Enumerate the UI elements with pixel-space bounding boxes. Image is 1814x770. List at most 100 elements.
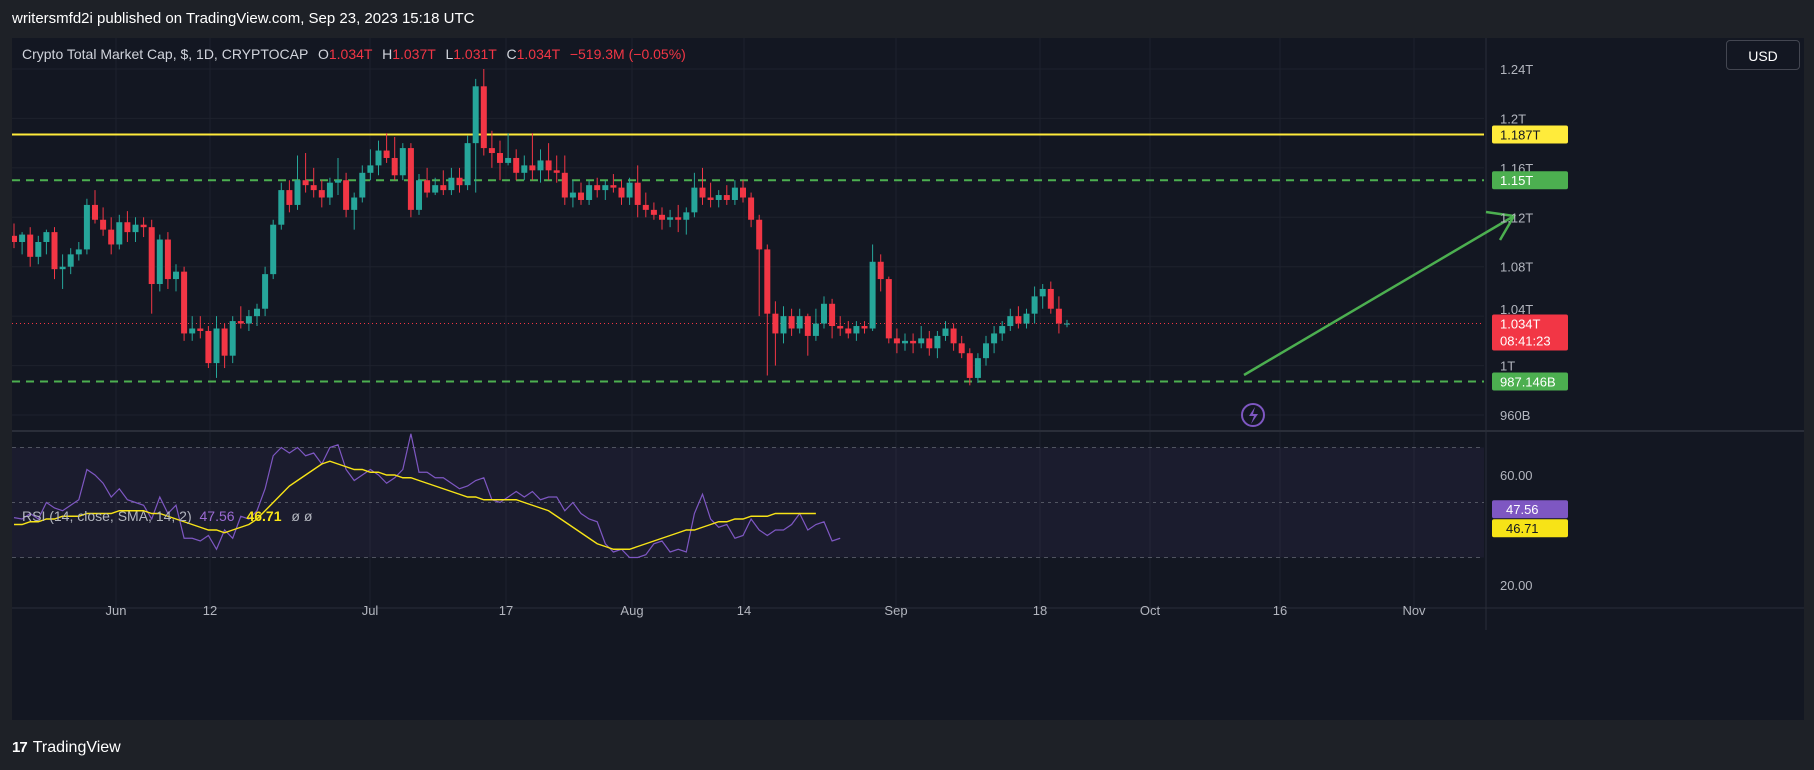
- candle-body[interactable]: [75, 249, 82, 255]
- candle-body[interactable]: [318, 190, 325, 198]
- candle-body[interactable]: [1007, 316, 1014, 327]
- candle-body[interactable]: [472, 86, 479, 144]
- candle-body[interactable]: [893, 338, 900, 344]
- candle-body[interactable]: [626, 182, 633, 198]
- candle-body[interactable]: [788, 316, 795, 329]
- candle-body[interactable]: [181, 271, 188, 334]
- candle-body[interactable]: [1047, 288, 1054, 309]
- candle-body[interactable]: [723, 195, 730, 200]
- candle-body[interactable]: [610, 185, 617, 188]
- candle-body[interactable]: [586, 185, 593, 200]
- candle-body[interactable]: [845, 328, 852, 334]
- candle-body[interactable]: [335, 180, 341, 183]
- candle-body[interactable]: [634, 182, 641, 205]
- currency-button[interactable]: USD: [1726, 40, 1800, 70]
- candle-body[interactable]: [83, 204, 90, 250]
- candle-body[interactable]: [213, 328, 220, 364]
- candle-body[interactable]: [748, 197, 755, 220]
- candle-body[interactable]: [999, 326, 1006, 334]
- candle-body[interactable]: [942, 328, 949, 336]
- candle-body[interactable]: [488, 148, 495, 154]
- candle-body[interactable]: [796, 316, 803, 329]
- candle-body[interactable]: [59, 266, 66, 270]
- candle-body[interactable]: [237, 321, 244, 324]
- candle-body[interactable]: [974, 358, 981, 378]
- candle-body[interactable]: [869, 261, 876, 329]
- candle-body[interactable]: [618, 187, 625, 198]
- candle-body[interactable]: [569, 192, 576, 198]
- candle-body[interactable]: [764, 249, 771, 314]
- candle-body[interactable]: [642, 204, 649, 210]
- candle-body[interactable]: [294, 180, 301, 205]
- candle-body[interactable]: [197, 328, 204, 331]
- candle-body[interactable]: [934, 335, 941, 349]
- candle-body[interactable]: [731, 187, 738, 200]
- candle-body[interactable]: [578, 192, 584, 200]
- forecast-arrow-line[interactable]: [1243, 214, 1515, 377]
- candle-body[interactable]: [448, 177, 455, 191]
- candle-body[interactable]: [35, 242, 42, 257]
- candle-body[interactable]: [853, 326, 860, 334]
- candle-body[interactable]: [1055, 308, 1062, 324]
- candle-body[interactable]: [861, 326, 868, 329]
- candle-body[interactable]: [521, 165, 528, 173]
- candle-body[interactable]: [326, 182, 333, 198]
- candle-body[interactable]: [505, 157, 512, 163]
- candle-body[interactable]: [416, 180, 422, 210]
- candle-body[interactable]: [286, 190, 293, 205]
- candle-body[interactable]: [667, 217, 674, 220]
- candle-body[interactable]: [391, 157, 398, 176]
- candle-body[interactable]: [537, 160, 544, 171]
- candle-body[interactable]: [966, 353, 973, 378]
- candle-body[interactable]: [480, 86, 487, 149]
- candle-body[interactable]: [43, 232, 50, 242]
- candle-body[interactable]: [189, 328, 196, 334]
- candle-body[interactable]: [140, 224, 147, 228]
- candle-body[interactable]: [659, 214, 665, 220]
- candle-body[interactable]: [756, 219, 763, 250]
- candle-body[interactable]: [1064, 323, 1070, 325]
- candle-body[interactable]: [173, 271, 179, 280]
- candle-body[interactable]: [156, 239, 163, 285]
- candle-body[interactable]: [148, 227, 155, 285]
- rsi-sma-line[interactable]: [14, 460, 816, 550]
- candle-body[interactable]: [399, 148, 406, 176]
- candle-body[interactable]: [829, 303, 836, 327]
- candle-body[interactable]: [983, 343, 989, 359]
- candle-body[interactable]: [124, 222, 131, 233]
- candle-body[interactable]: [675, 217, 682, 220]
- candle-body[interactable]: [383, 150, 390, 158]
- candle-body[interactable]: [19, 234, 26, 242]
- chart-canvas[interactable]: 1.24T1.2T1.16T1.12T1.08T1T960B1.04T1.187…: [12, 38, 1804, 720]
- candle-body[interactable]: [132, 224, 139, 233]
- candle-body[interactable]: [821, 303, 827, 324]
- candle-body[interactable]: [278, 190, 285, 225]
- candle-body[interactable]: [918, 338, 925, 344]
- candle-body[interactable]: [440, 185, 447, 191]
- candle-body[interactable]: [958, 343, 965, 354]
- candle-body[interactable]: [245, 316, 252, 324]
- candle-body[interactable]: [310, 185, 317, 191]
- candle-body[interactable]: [991, 333, 998, 344]
- candle-body[interactable]: [602, 185, 609, 191]
- candle-body[interactable]: [92, 204, 98, 220]
- candle-body[interactable]: [67, 254, 74, 267]
- candle-body[interactable]: [464, 143, 471, 186]
- candle-body[interactable]: [545, 160, 552, 171]
- candle-body[interactable]: [108, 229, 115, 245]
- candle-body[interactable]: [164, 239, 171, 280]
- candle-body[interactable]: [254, 308, 260, 317]
- candle-body[interactable]: [456, 177, 463, 186]
- rsi-line[interactable]: [13, 433, 841, 559]
- chart-container[interactable]: 1.24T 1.2T 1.16T 1.12T 1.08T 1T 960B 1.04T 1.187…: [12, 38, 1804, 720]
- candle-body[interactable]: [407, 148, 414, 210]
- candle-body[interactable]: [1023, 313, 1030, 324]
- candle-body[interactable]: [100, 219, 107, 230]
- candle-body[interactable]: [877, 261, 884, 280]
- candle-body[interactable]: [351, 197, 358, 210]
- candle-body[interactable]: [12, 235, 17, 242]
- candle-body[interactable]: [683, 212, 690, 220]
- candle-body[interactable]: [553, 170, 560, 173]
- candle-body[interactable]: [780, 316, 787, 334]
- candle-body[interactable]: [367, 165, 374, 173]
